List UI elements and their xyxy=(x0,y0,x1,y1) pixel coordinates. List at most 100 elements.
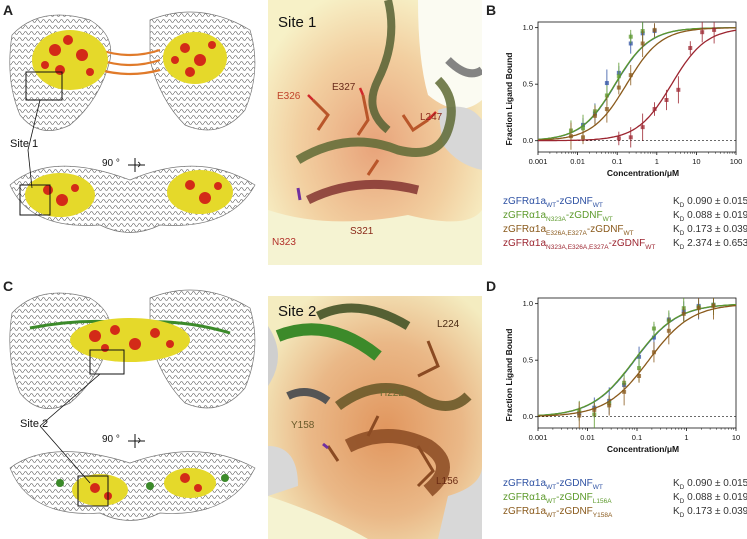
kd-number: 0.088 ± 0.019 μM xyxy=(687,492,747,503)
data-point xyxy=(622,389,627,394)
legend-entry: zGFRα1aWT-zGDNFL156A KD 0.088 ± 0.019 μM xyxy=(503,492,747,505)
data-point xyxy=(637,366,642,371)
rotation-label-a: 90 ° xyxy=(102,158,120,169)
kd-symbol: K xyxy=(673,210,680,221)
legend-receptor-variant: WT xyxy=(546,498,557,505)
x-tick-label: 0.001 xyxy=(529,157,548,166)
data-point xyxy=(581,126,586,131)
x-tick-label: 1 xyxy=(655,157,659,166)
fit-curve-series-1 xyxy=(537,27,736,141)
legend-entry: zGFRα1aN323A-zGDNFWT KD 0.088 ± 0.019 μM xyxy=(503,210,747,223)
residue-e327: E327 xyxy=(332,82,356,93)
data-point xyxy=(628,73,633,78)
residue-s321: S321 xyxy=(350,226,374,237)
legend-kd-value: KD 0.173 ± 0.039 μM xyxy=(673,224,747,237)
kd-subscript: D xyxy=(679,216,685,223)
data-point xyxy=(616,85,621,90)
data-point xyxy=(577,413,582,418)
y-tick-label: 0.5 xyxy=(523,356,533,365)
site-2-zoom-title: Site 2 xyxy=(278,303,317,320)
kd-number: 0.173 ± 0.039 μM xyxy=(687,506,747,517)
legend-kd-value: KD 0.090 ± 0.015 μM xyxy=(673,478,747,491)
chart-b-y-axis-label: Fraction Ligand Bound xyxy=(504,52,514,145)
legend-ligand-name: -zGDNF xyxy=(556,478,593,489)
legend-ligand-name: -zGDNF xyxy=(586,224,624,235)
data-point xyxy=(616,136,621,141)
plot-frame xyxy=(537,21,737,153)
fit-curve-series-3 xyxy=(538,27,737,141)
panel-letter-d: D xyxy=(486,278,497,294)
data-point xyxy=(616,74,621,79)
fit-curve-series-2 xyxy=(537,303,737,417)
chart-d-x-axis-label: Concentration/μM xyxy=(607,444,679,454)
data-point xyxy=(628,135,633,140)
kd-subscript: D xyxy=(679,498,685,505)
panel-letter-a: A xyxy=(3,2,14,18)
x-tick-label: 0.001 xyxy=(529,433,548,442)
kd-symbol: K xyxy=(673,478,680,489)
panel-letter-c: C xyxy=(3,278,14,294)
data-point xyxy=(604,107,609,112)
data-point xyxy=(711,303,716,308)
legend-entry: zGFRα1aE326A,E327A-zGDNFWT KD 0.173 ± 0.0… xyxy=(503,224,747,237)
data-point xyxy=(581,135,586,140)
panel-a-structure-overview xyxy=(9,11,256,233)
rotation-label-c: 90 ° xyxy=(102,434,120,445)
residue-l224: L224 xyxy=(437,319,460,330)
data-point xyxy=(652,27,657,32)
legend-entry: zGFRα1aWT-zGDNFY158A KD 0.173 ± 0.039 μM xyxy=(503,506,747,519)
legend-kd-value: KD 0.088 ± 0.019 μM xyxy=(673,492,747,505)
fit-curve-series-4 xyxy=(538,29,737,142)
x-tick-label: 0.1 xyxy=(632,433,642,442)
y-tick-label: 0.5 xyxy=(523,80,533,89)
legend-ligand-variant: L156A xyxy=(592,498,612,505)
kd-symbol: K xyxy=(673,492,680,503)
kd-subscript: D xyxy=(679,230,685,237)
kd-number: 2.374 ± 0.653 μM xyxy=(687,238,747,249)
kd-symbol: K xyxy=(673,196,680,207)
site-2-surface-render xyxy=(268,296,482,539)
legend-kd-value: KD 2.374 ± 0.653 μM xyxy=(673,238,747,251)
legend-construct-base: zGFRα1a xyxy=(503,210,547,221)
residue-n323: N323 xyxy=(272,237,296,248)
kd-subscript: D xyxy=(679,202,685,209)
legend-ligand-variant: WT xyxy=(623,230,634,237)
data-point xyxy=(640,125,645,130)
legend-receptor-variant: WT xyxy=(546,202,557,209)
residue-e326: E326 xyxy=(277,91,301,102)
legend-receptor-variant: N323A,E326A,E327A xyxy=(546,244,609,251)
x-tick-label: 0.01 xyxy=(580,433,595,442)
data-point xyxy=(652,107,657,112)
data-point xyxy=(700,30,705,35)
fit-curve-series-3 xyxy=(538,304,737,417)
x-tick-label: 10 xyxy=(692,157,700,166)
site-1-zoom-title: Site 1 xyxy=(278,14,317,31)
legend-kd-value: KD 0.173 ± 0.039 μM xyxy=(673,506,747,519)
data-point xyxy=(592,407,597,412)
data-point xyxy=(666,328,671,333)
legend-ligand-name: -zGDNF xyxy=(556,492,593,503)
kd-number: 0.090 ± 0.015 μM xyxy=(687,196,747,207)
data-point xyxy=(651,326,656,331)
legend-ligand-variant: WT xyxy=(645,244,656,251)
legend-ligand-variant: WT xyxy=(602,216,613,223)
x-tick-label: 10 xyxy=(732,433,740,442)
legend-ligand-variant: WT xyxy=(592,484,603,491)
plot-frame xyxy=(537,297,737,429)
legend-ligand-name: -zGDNF xyxy=(565,210,603,221)
site-2-zoom-view xyxy=(268,296,482,539)
data-point xyxy=(676,87,681,92)
kd-subscript: D xyxy=(679,512,685,519)
data-point xyxy=(607,403,612,408)
data-point xyxy=(628,34,633,39)
residue-l247: L247 xyxy=(420,112,443,123)
legend-construct-base: zGFRα1a xyxy=(503,196,547,207)
y-tick-label: 1.0 xyxy=(523,299,533,308)
fit-curve-series-1 xyxy=(537,304,736,417)
legend-construct-base: zGFRα1a xyxy=(503,224,547,235)
site-1-zoom-view xyxy=(268,0,482,265)
x-tick-label: 1 xyxy=(684,433,688,442)
